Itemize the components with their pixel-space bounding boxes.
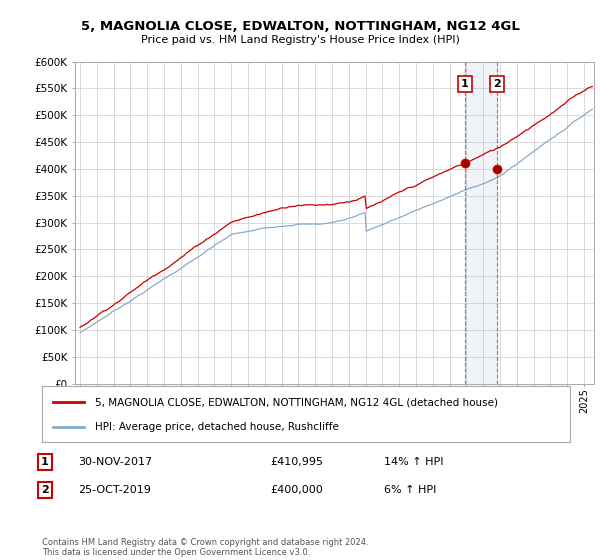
- Text: 14% ↑ HPI: 14% ↑ HPI: [384, 457, 443, 467]
- Text: 2: 2: [493, 79, 501, 89]
- Text: 5, MAGNOLIA CLOSE, EDWALTON, NOTTINGHAM, NG12 4GL: 5, MAGNOLIA CLOSE, EDWALTON, NOTTINGHAM,…: [80, 20, 520, 32]
- Text: HPI: Average price, detached house, Rushcliffe: HPI: Average price, detached house, Rush…: [95, 422, 338, 432]
- Text: 30-NOV-2017: 30-NOV-2017: [78, 457, 152, 467]
- Text: Price paid vs. HM Land Registry's House Price Index (HPI): Price paid vs. HM Land Registry's House …: [140, 35, 460, 45]
- Bar: [465, 62, 497, 384]
- Text: 2: 2: [41, 485, 49, 495]
- Text: 25-OCT-2019: 25-OCT-2019: [78, 485, 151, 495]
- Text: 5, MAGNOLIA CLOSE, EDWALTON, NOTTINGHAM, NG12 4GL (detached house): 5, MAGNOLIA CLOSE, EDWALTON, NOTTINGHAM,…: [95, 397, 498, 407]
- Text: £410,995: £410,995: [270, 457, 323, 467]
- Text: 6% ↑ HPI: 6% ↑ HPI: [384, 485, 436, 495]
- Text: £400,000: £400,000: [270, 485, 323, 495]
- Text: 1: 1: [461, 79, 469, 89]
- Text: Contains HM Land Registry data © Crown copyright and database right 2024.
This d: Contains HM Land Registry data © Crown c…: [42, 538, 368, 557]
- Text: 1: 1: [41, 457, 49, 467]
